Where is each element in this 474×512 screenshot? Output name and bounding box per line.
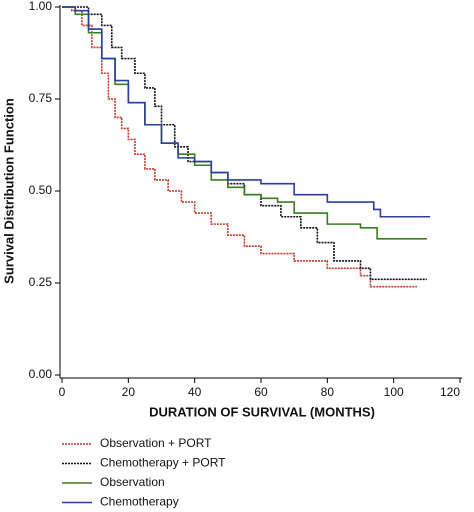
y-tick-label: 1.00 bbox=[29, 0, 53, 13]
survival-curve bbox=[62, 6, 427, 281]
x-tick-label: 80 bbox=[321, 385, 335, 399]
survival-curve bbox=[62, 6, 417, 288]
x-tick-label: 0 bbox=[59, 385, 66, 399]
x-tick-label: 20 bbox=[122, 385, 136, 399]
y-axis-title: Survival Distribution Function bbox=[1, 98, 16, 284]
x-tick-label: 120 bbox=[440, 385, 460, 399]
legend-label: Observation + PORT bbox=[100, 436, 212, 450]
y-tick-label: 0.25 bbox=[29, 275, 53, 289]
y-tick-label: 0.75 bbox=[29, 91, 53, 105]
legend-label: Chemotherapy bbox=[100, 495, 179, 509]
survival-curve bbox=[62, 6, 427, 240]
y-tick-label: 0.00 bbox=[29, 367, 53, 381]
x-axis-title: DURATION OF SURVIVAL (MONTHS) bbox=[149, 404, 375, 419]
x-tick-label: 60 bbox=[254, 385, 268, 399]
legend-label: Observation bbox=[100, 475, 165, 489]
legend-label: Chemotherapy + PORT bbox=[100, 456, 226, 470]
x-tick-label: 40 bbox=[188, 385, 202, 399]
y-tick-label: 0.50 bbox=[29, 183, 53, 197]
survival-curve bbox=[62, 6, 431, 218]
x-tick-label: 100 bbox=[384, 385, 404, 399]
